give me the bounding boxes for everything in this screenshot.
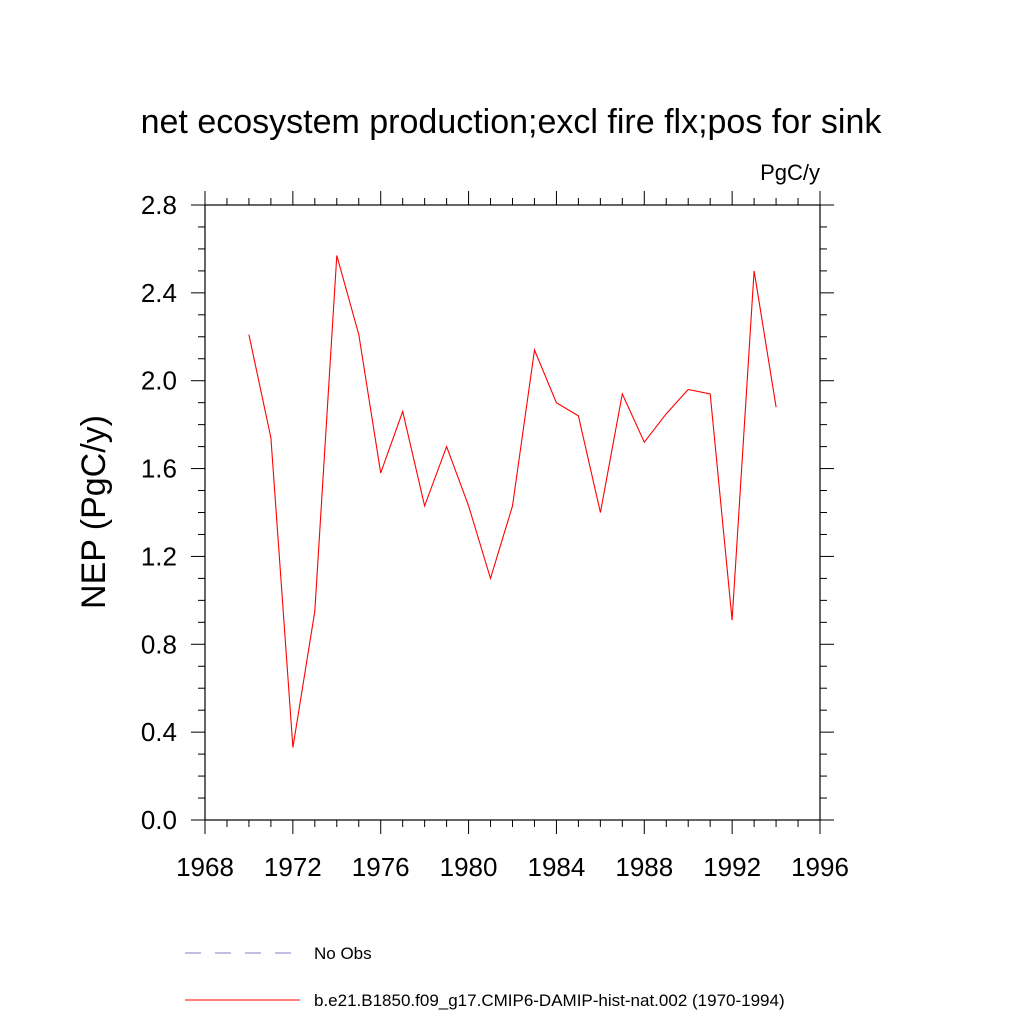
y-tick-label: 0.8 [141, 629, 177, 659]
x-tick-label: 1992 [703, 852, 761, 882]
units-label: PgC/y [760, 160, 820, 185]
x-tick-label: 1996 [791, 852, 849, 882]
y-tick-label: 1.2 [141, 541, 177, 571]
x-tick-label: 1976 [352, 852, 410, 882]
legend-label-no-obs: No Obs [314, 944, 372, 963]
x-tick-label: 1988 [615, 852, 673, 882]
y-tick-label: 2.0 [141, 366, 177, 396]
legend-label-model-run: b.e21.B1850.f09_g17.CMIP6-DAMIP-hist-nat… [314, 991, 785, 1010]
x-tick-label: 1972 [264, 852, 322, 882]
tick-labels: 1968 1972 1976 1980 1984 1988 1992 1996 0.0 0.4 0.… [141, 190, 849, 882]
chart-title: net ecosystem production;excl fire flx;p… [141, 103, 883, 141]
series-line [248, 255, 777, 748]
plot-frame [204, 204, 821, 821]
y-tick-label: 0.0 [141, 805, 177, 835]
legend: No Obs b.e21.B1850.f09_g17.CMIP6-DAMIP-h… [185, 944, 785, 1010]
x-tick-label: 1980 [440, 852, 498, 882]
y-axis-label: NEP (PgC/y) [75, 415, 113, 609]
y-tick-label: 1.6 [141, 454, 177, 484]
x-tick-label: 1968 [176, 852, 234, 882]
y-tick-label: 2.4 [141, 278, 177, 308]
y-tick-label: 2.8 [141, 190, 177, 220]
x-tick-label: 1984 [528, 852, 586, 882]
axis-ticks [191, 191, 834, 834]
y-tick-label: 0.4 [141, 717, 177, 747]
series-layer [248, 255, 777, 748]
